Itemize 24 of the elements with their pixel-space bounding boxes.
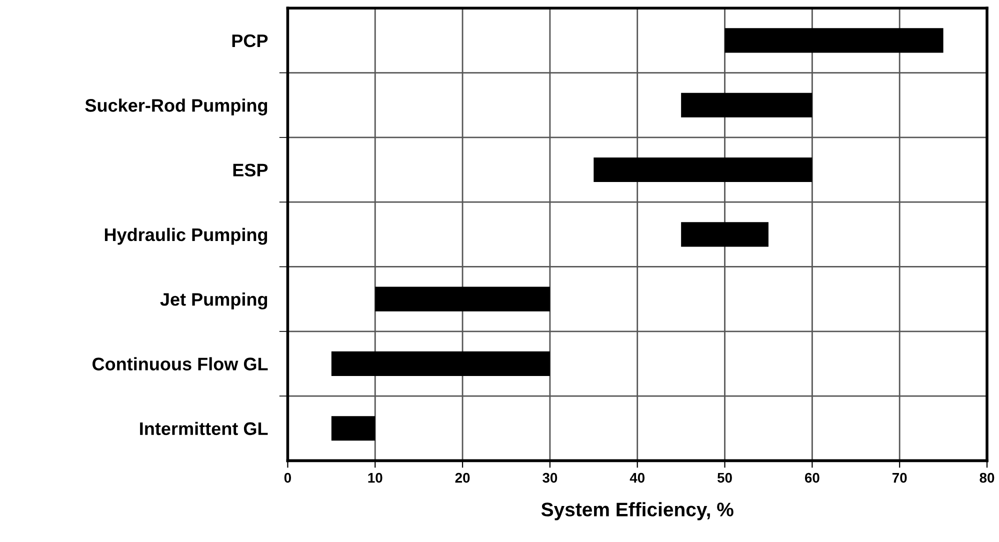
x-axis-title: System Efficiency, % [541,502,734,520]
bar [375,286,550,312]
x-tick-label: 60 [804,472,820,483]
y-tick-label: Hydraulic Pumping [104,228,268,245]
bar [681,222,768,247]
x-tick-label: 30 [542,472,558,483]
bar [681,92,812,118]
y-tick-label: Continuous Flow GL [92,357,268,370]
x-tick-label: 80 [980,472,994,483]
bar [331,351,550,376]
x-tick-label: 40 [630,472,645,483]
y-tick-label: Intermittent GL [140,422,268,436]
bar [594,157,812,182]
bar [331,416,376,441]
y-tick-label: PCP [232,34,268,48]
x-tick-label: 70 [892,472,907,483]
y-tick-label: Jet Pumping [160,292,268,310]
x-tick-label: 10 [368,472,382,483]
x-tick-label: 50 [717,472,732,483]
y-tick-label: Sucker-Rod Pumping [85,98,268,116]
x-tick-label: 0 [284,472,292,483]
x-tick-label: 20 [455,472,470,483]
bar [724,28,944,53]
y-tick-label: ESP [233,164,268,176]
